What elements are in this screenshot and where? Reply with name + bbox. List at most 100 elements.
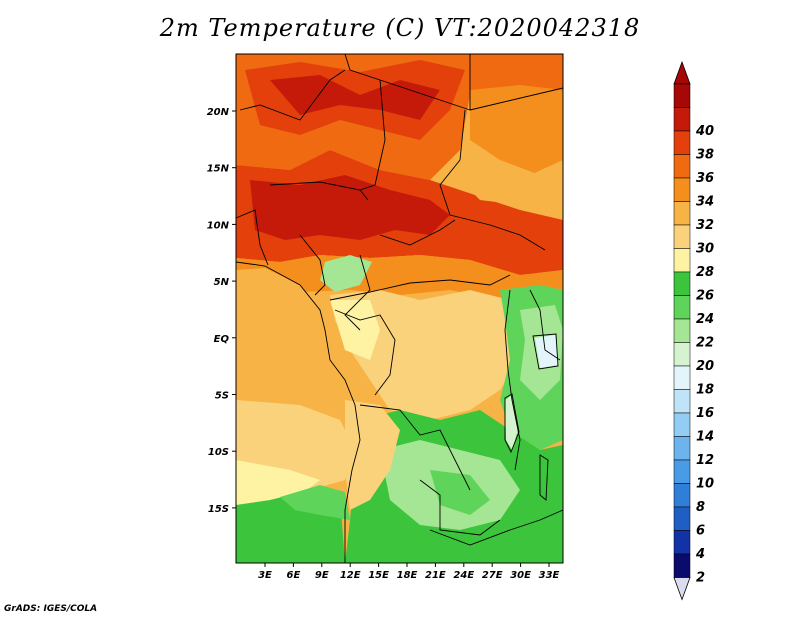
colorbar-segment [673, 107, 691, 132]
colorbar-segment [673, 483, 691, 508]
border-drc-angola [359, 404, 471, 491]
x-tick-label: 30E [510, 570, 531, 581]
colorbar-label: 30 [696, 242, 714, 257]
x-tick-label: 24E [453, 570, 474, 581]
colorbar-segment [673, 530, 691, 555]
colorbar-label: 12 [696, 453, 714, 468]
y-tick-label: 10S [208, 447, 229, 458]
colorbar-label: 26 [696, 289, 714, 304]
colorbar-segment [673, 506, 691, 531]
y-tick-label: 10N [207, 220, 230, 231]
y-tick-label: 5N [214, 277, 230, 288]
temp-region-coast-32 [236, 255, 563, 300]
colorbar-label: 16 [696, 406, 714, 421]
border-libya-algeria [344, 53, 471, 111]
border-west-coast [235, 261, 361, 563]
border-mali-niger [239, 69, 346, 121]
colorbar-segment [673, 201, 691, 226]
border-sudan-ssudan [449, 214, 546, 251]
colorbar-label: 36 [696, 171, 714, 186]
border-lake-malawi [539, 454, 549, 501]
x-tick-label: 21E [425, 570, 446, 581]
border-niger-chad [359, 79, 386, 191]
colorbar-segment [673, 553, 691, 578]
colorbar-label: 18 [696, 383, 714, 398]
colorbar-segment [673, 342, 691, 367]
colorbar-label: 32 [696, 218, 714, 233]
land-south-24 [430, 470, 490, 515]
border-cameroon-car [344, 254, 371, 331]
ocean-sw-24 [280, 485, 350, 520]
land-central-26 [330, 300, 380, 360]
colorbar-label: 28 [696, 265, 714, 280]
colorbar-segment [673, 130, 691, 155]
border-lake-victoria [532, 333, 559, 370]
x-tick-label: 3E [258, 570, 272, 581]
land-cameroon-24 [320, 255, 372, 292]
country-borders [235, 53, 564, 563]
colorbar-label: 14 [696, 430, 714, 445]
colorbar-segment [673, 224, 691, 249]
y-tick-label: 20N [207, 107, 230, 118]
border-zambia-south [429, 509, 564, 546]
temp-region-sahel-34 [250, 175, 450, 240]
colorbar-segment [673, 154, 691, 179]
colorbar-label: 40 [695, 124, 714, 139]
colorbar-segment [673, 389, 691, 414]
x-tick-label: 6E [287, 570, 301, 581]
colorbar-segment [673, 365, 691, 390]
map-title: 2m Temperature (C) VT:2020042318 [159, 14, 641, 42]
x-tick-label: 18E [397, 570, 418, 581]
ocean-south-26 [236, 460, 320, 510]
colorbar-label: 24 [696, 312, 714, 327]
colorbar-segment [673, 412, 691, 437]
x-tick-label: 9E [315, 570, 329, 581]
colorbar-segment [673, 436, 691, 461]
border-congo [334, 309, 396, 396]
x-axis: 3E 6E 9E 12E 15E 18E 21E 24E 27E 30E 33E [258, 563, 560, 581]
colorbar-label: 38 [696, 148, 714, 163]
colorbar-high-arrow [673, 60, 691, 85]
colorbar-segment [673, 177, 691, 202]
border-drc-east [504, 289, 521, 471]
border-ghana-togo [235, 209, 269, 266]
y-axis: 20N 15N 10N 5N EQ 5S 10S 15S [207, 107, 236, 515]
land-congo-28 [330, 290, 530, 420]
colorbar-segment [673, 295, 691, 320]
colorbar-label: 22 [696, 336, 714, 351]
x-tick-label: 33E [539, 570, 560, 581]
colorbar-label: 4 [695, 547, 705, 562]
temp-region-sudan-30 [450, 160, 563, 215]
colorbar-segment [673, 318, 691, 343]
border-nigeria-cameroon [299, 234, 326, 296]
colorbar-label: 10 [696, 477, 714, 492]
y-tick-label: EQ [214, 334, 230, 345]
x-tick-label: 12E [340, 570, 361, 581]
x-tick-label: 15E [368, 570, 389, 581]
y-tick-label: 5S [215, 391, 229, 402]
colorbar-segment [673, 248, 691, 273]
land-angola-28 [345, 400, 400, 510]
x-tick-label: 27E [482, 570, 503, 581]
border-chad-car [379, 219, 456, 246]
border-east-africa [529, 289, 561, 361]
border-lake-tanganyika [504, 393, 520, 454]
grads-credit: GrADS: IGES/COLA [4, 604, 98, 614]
colorbar-low-arrow [673, 577, 691, 601]
colorbar-segment [673, 83, 691, 108]
colorbar-label: 6 [696, 524, 705, 539]
colorbar-segment [673, 271, 691, 296]
border-angola-zambia [419, 479, 501, 536]
map-frame [235, 53, 564, 564]
border-niger-nigeria [269, 181, 369, 201]
colorbar-segment [673, 459, 691, 484]
temp-region-ne-32 [470, 85, 563, 175]
colorbar-label: 34 [696, 195, 714, 210]
border-chad-sudan [439, 109, 466, 216]
y-tick-label: 15N [207, 164, 230, 175]
border-car-drc [329, 274, 511, 301]
land-lake-tanganyika-18 [505, 395, 518, 450]
colorbar-label: 2 [696, 571, 705, 586]
